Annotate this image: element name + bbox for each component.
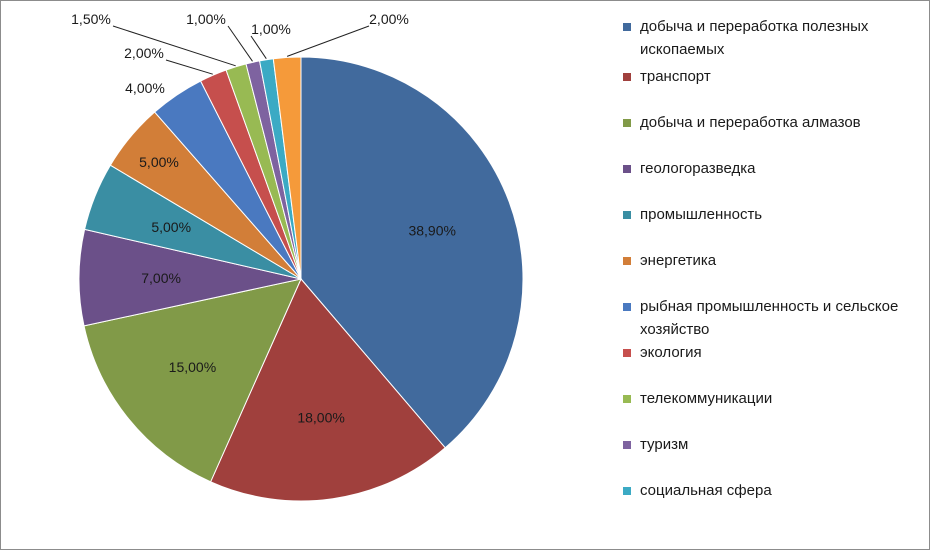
slice-label: 1,00%: [251, 21, 291, 37]
legend-label: телекоммуникации: [640, 390, 773, 407]
legend-label: энергетика: [640, 252, 717, 269]
leader-line: [112, 25, 236, 67]
legend-swatch: [623, 257, 631, 265]
slice-label: 2,00%: [124, 45, 164, 61]
legend-item: туризм: [623, 433, 923, 456]
slice-label: 15,00%: [169, 359, 216, 375]
leader-line: [165, 59, 213, 75]
slice-label: 4,00%: [125, 80, 165, 96]
slices-layer: [78, 56, 524, 502]
legend-item: транспорт: [623, 65, 923, 88]
legend-label: геологоразведка: [640, 160, 756, 177]
pie-slice: [300, 56, 524, 449]
leader-lines-layer: [112, 25, 370, 75]
slice-label: 5,00%: [151, 219, 191, 235]
legend-item: добыча и переработка алмазов: [623, 111, 923, 134]
leader-line: [286, 25, 370, 57]
legend-item: экология: [623, 341, 923, 364]
slice-labels-layer: 38,90% 18,00% 15,00% 7,00% 5,00% 5,00% 4,00% 2,…: [71, 11, 456, 425]
slice-label: 1,50%: [71, 11, 111, 27]
legend-label: экология: [640, 344, 702, 361]
legend-item: рыбная промышленность и сельское хозяйст…: [623, 295, 923, 341]
legend-swatch: [623, 487, 631, 495]
legend-item: промышленность: [623, 203, 923, 226]
legend-swatch: [623, 441, 631, 449]
legend-item: геологоразведка: [623, 157, 923, 180]
legend-label: рыбная промышленность и сельское хозяйст…: [640, 298, 899, 338]
legend-swatch: [623, 73, 631, 81]
legend-item: энергетика: [623, 249, 923, 272]
legend-item: добыча и переработка полезных ископаемых: [623, 15, 923, 61]
leader-line: [250, 35, 267, 59]
legend-swatch: [623, 211, 631, 219]
legend-swatch: [623, 303, 631, 311]
legend-label: транспорт: [640, 68, 711, 85]
legend-swatch: [623, 119, 631, 127]
legend-label: туризм: [640, 436, 689, 453]
pie-slice: [209, 278, 446, 502]
slice-label: 1,00%: [186, 11, 226, 27]
slice-label: 18,00%: [297, 409, 344, 425]
legend-swatch: [623, 23, 631, 31]
legend-swatch: [623, 349, 631, 357]
legend-label: промышленность: [640, 206, 763, 223]
leader-line: [227, 25, 253, 62]
pie-slice: [83, 278, 302, 483]
slice-label: 7,00%: [141, 270, 181, 286]
legend-label: добыча и переработка полезных ископаемых: [640, 18, 869, 58]
legend-swatch: [623, 165, 631, 173]
legend-label: социальная сфера: [640, 482, 772, 499]
slice-label: 38,90%: [408, 223, 455, 239]
slice-label: 2,00%: [369, 11, 409, 27]
legend-item: социальная сфера: [623, 479, 923, 502]
slice-label: 5,00%: [139, 154, 179, 170]
legend-item: телекоммуникации: [623, 387, 923, 410]
legend-swatch: [623, 395, 631, 403]
pie-slice: [272, 56, 302, 280]
legend-label: добыча и переработка алмазов: [640, 114, 861, 131]
